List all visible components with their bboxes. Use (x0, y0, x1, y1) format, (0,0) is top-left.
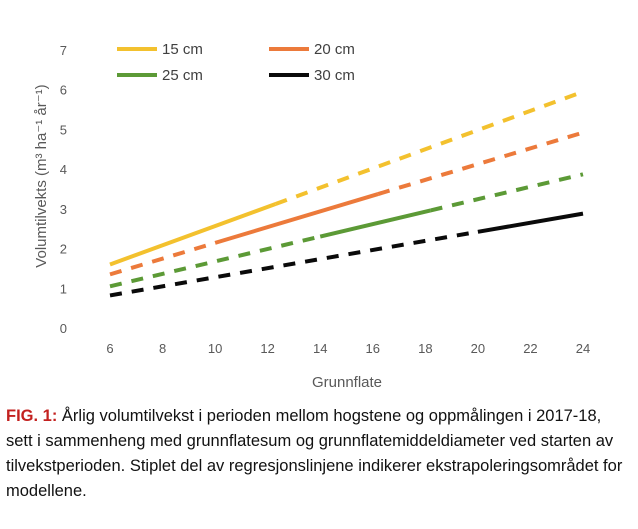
y-tick-label: 6 (60, 83, 67, 98)
y-axis-ticks: 0 1 2 3 4 5 6 7 (60, 43, 67, 336)
series-25-cm (109, 172, 584, 289)
y-tick-label: 5 (60, 122, 67, 137)
legend-label: 20 cm (314, 41, 355, 58)
legend-label: 25 cm (162, 67, 203, 84)
y-tick-label: 2 (60, 242, 67, 257)
series-25-cm-extrapolated-segment (109, 234, 321, 289)
x-tick-label: 14 (313, 341, 327, 356)
series-30-cm-observed-segment (477, 211, 584, 234)
series-15-cm-extrapolated-segment (274, 89, 584, 206)
legend-item: 15 cm (117, 41, 203, 58)
caption-label: FIG. 1: (6, 407, 58, 425)
x-tick-label: 20 (471, 341, 485, 356)
y-tick-label: 0 (60, 321, 67, 336)
x-tick-label: 12 (260, 341, 274, 356)
x-axis-ticks: 6 8 10 12 14 16 18 20 22 24 (106, 341, 590, 356)
y-tick-label: 3 (60, 202, 67, 217)
series-20-cm-extrapolated-segment (377, 130, 584, 196)
legend-label: 15 cm (162, 41, 203, 58)
legend-item: 30 cm (269, 67, 355, 84)
x-axis-title: Grunnflate (312, 374, 382, 391)
series-20-cm (109, 130, 584, 277)
series-30-cm-extrapolated-segment (109, 229, 479, 298)
legend-item: 20 cm (269, 41, 355, 58)
y-tick-label: 1 (60, 281, 67, 296)
caption-text: Årlig volumtilvekst i perioden mellom ho… (6, 407, 623, 500)
y-tick-label: 4 (60, 162, 67, 177)
series-20-cm-observed-segment (214, 192, 379, 245)
series-30-cm (109, 211, 584, 298)
legend-label: 30 cm (314, 67, 355, 84)
legend-item: 25 cm (117, 67, 203, 84)
series-lines (109, 89, 584, 298)
chart-legend: 15 cm 20 cm 25 cm 30 cm (117, 41, 355, 84)
x-tick-label: 22 (523, 341, 537, 356)
x-tick-label: 8 (159, 341, 166, 356)
x-tick-label: 16 (366, 341, 380, 356)
x-tick-label: 24 (576, 341, 590, 356)
x-tick-label: 10 (208, 341, 222, 356)
series-25-cm-observed-segment (319, 208, 432, 239)
series-15-cm (109, 89, 584, 267)
figure-caption: FIG. 1: Årlig volumtilvekst i perioden m… (6, 404, 632, 504)
x-tick-label: 18 (418, 341, 432, 356)
y-tick-label: 7 (60, 43, 67, 58)
series-20-cm-extrapolated-segment (109, 240, 216, 277)
series-25-cm-extrapolated-segment (430, 172, 584, 213)
x-tick-label: 6 (106, 341, 113, 356)
y-axis-title: Volumtilvekts (m³ ha⁻¹ år⁻¹) (33, 84, 50, 267)
series-15-cm-observed-segment (109, 202, 277, 267)
